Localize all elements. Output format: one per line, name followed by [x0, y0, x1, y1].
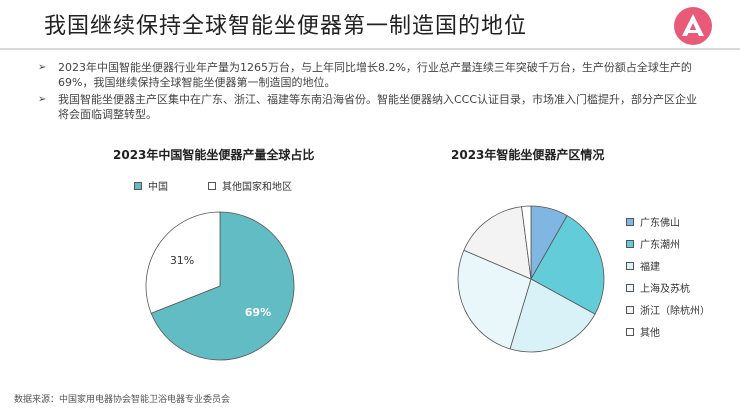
legend-swatch [626, 217, 634, 226]
legend-item: 中国 [134, 178, 168, 193]
legend-item: 其他国家和地区 [208, 178, 292, 193]
legend-item: 广东佛山 [626, 214, 680, 229]
pie-chart-regions [457, 205, 605, 353]
legend-item: 上海及苏杭 [626, 280, 690, 295]
bullet-item: ➢ 2023年中国智能坐便器行业年产量为1265万台，与上年同比增长8.2%，行… [38, 60, 708, 90]
legend-swatch [626, 283, 634, 292]
pie-slice [521, 205, 532, 280]
legend-item: 浙江（除杭州） [626, 302, 710, 317]
legend-label: 福建 [640, 262, 660, 273]
pie-slice [530, 215, 605, 315]
legend-swatch [208, 181, 216, 190]
bullet-list: ➢ 2023年中国智能坐便器行业年产量为1265万台，与上年同比增长8.2%，行… [38, 60, 708, 124]
bullet-text: 我国智能坐便器主产区集中在广东、浙江、福建等东南沿海省份。智能坐便器纳入CCC认… [58, 93, 698, 121]
brand-logo-icon [674, 7, 712, 45]
legend-label: 其他 [640, 328, 660, 339]
pie-slice [509, 278, 596, 353]
legend-swatch [626, 239, 634, 248]
legend-label: 浙江（除杭州） [640, 306, 710, 317]
data-label: 31% [170, 254, 194, 267]
chart-title-regions: 2023年智能坐便器产区情况 [451, 148, 605, 162]
pie-chart-share: 69% 31% [145, 211, 295, 361]
source-note: 数据来源：中国家用电器协会智能卫浴电器专业委员会 [14, 395, 231, 405]
legend-item: 广东潮州 [626, 236, 680, 251]
pie-slice [457, 249, 532, 350]
legend-item: 福建 [626, 258, 660, 273]
legend-label: 广东佛山 [640, 218, 680, 229]
pie-slice [145, 211, 221, 314]
legend-swatch [626, 261, 634, 270]
legend-swatch [626, 305, 634, 314]
pie-slice [463, 206, 532, 280]
bullet-text: 2023年中国智能坐便器行业年产量为1265万台，与上年同比增长8.2%，行业总… [58, 61, 692, 89]
data-label: 69% [245, 306, 271, 319]
legend-swatch [134, 181, 142, 190]
bullet-arrow-icon: ➢ [38, 94, 47, 105]
pie-slice [150, 211, 295, 361]
chart-title-share: 2023年中国智能坐便器产量全球占比 [113, 148, 315, 162]
bullet-item: ➢ 我国智能坐便器主产区集中在广东、浙江、福建等东南沿海省份。智能坐便器纳入CC… [38, 92, 708, 122]
legend-label: 上海及苏杭 [640, 284, 690, 295]
title-divider [0, 48, 740, 50]
legend-label: 广东潮州 [640, 240, 680, 251]
legend-swatch [626, 327, 634, 336]
legend-label: 中国 [148, 182, 168, 193]
page-title: 我国继续保持全球智能坐便器第一制造国的地位 [44, 14, 528, 39]
legend-item: 其他 [626, 324, 660, 339]
legend-label: 其他国家和地区 [222, 182, 292, 193]
bullet-arrow-icon: ➢ [38, 62, 47, 73]
